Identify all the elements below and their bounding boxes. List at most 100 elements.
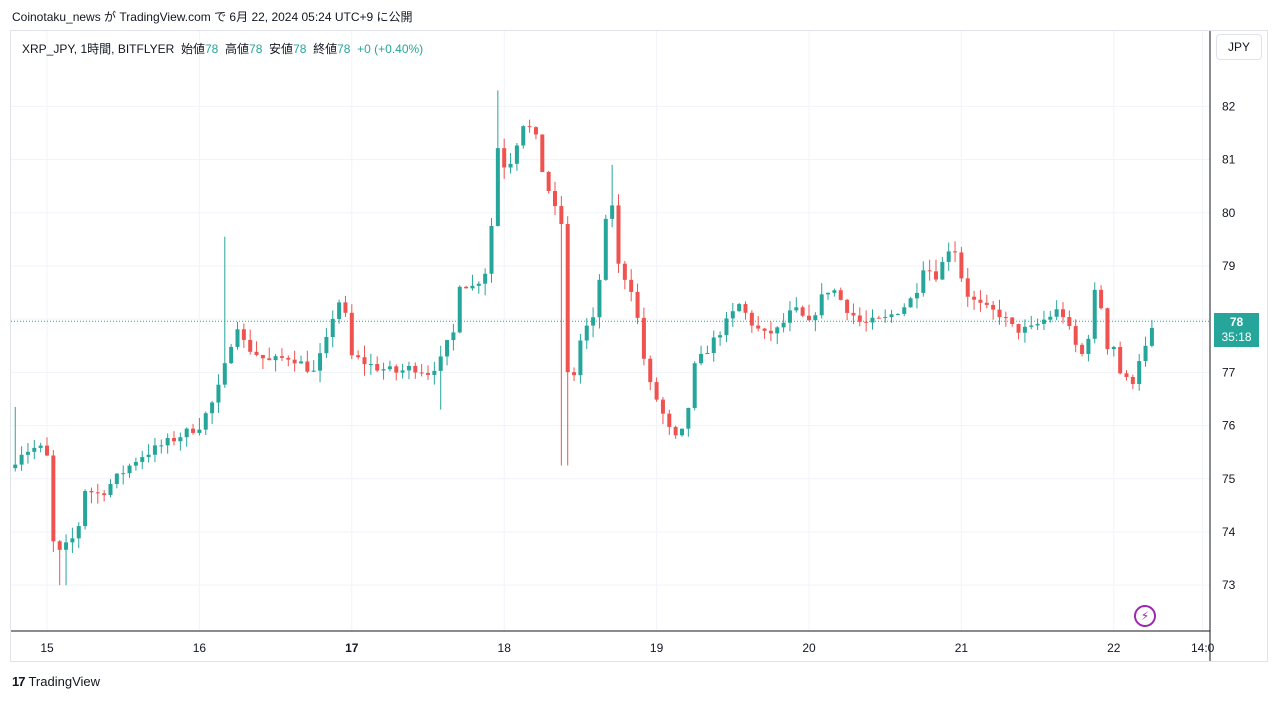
candle-body [184, 428, 189, 438]
candle-body [1003, 317, 1008, 319]
candle-body [121, 473, 126, 475]
legend-high: 78 [249, 42, 263, 56]
candle-body [343, 302, 348, 313]
candle-body [565, 224, 570, 373]
candle-body [972, 296, 977, 300]
candle-body [1111, 346, 1116, 350]
candle-body [19, 454, 24, 465]
candle-body [584, 325, 589, 341]
candle-body [32, 447, 37, 452]
candle-body [622, 263, 627, 280]
candle-body [648, 358, 653, 383]
candle-body [895, 313, 900, 315]
x-tick-label: 14:0 [1191, 641, 1215, 655]
candle-body [286, 357, 291, 360]
candle-body [864, 321, 869, 323]
candle-body [273, 356, 278, 361]
candle-body [946, 251, 951, 262]
candle-body [140, 457, 145, 462]
candle-body [311, 370, 316, 372]
candle-body [940, 261, 945, 280]
candle-body [83, 491, 88, 527]
candle-body [787, 310, 792, 323]
candle-body [159, 445, 164, 447]
candle-body [64, 542, 69, 550]
candle-body [984, 302, 989, 305]
y-tick-label: 76 [1222, 419, 1236, 433]
candle-body [502, 148, 507, 168]
legend-low: 78 [293, 42, 307, 56]
candle-body [1099, 289, 1104, 309]
candle-body [1048, 316, 1053, 320]
candle-body [165, 437, 170, 446]
candle-body [133, 461, 138, 466]
candle-body [533, 127, 538, 135]
candle-body [70, 538, 75, 543]
candle-body [1041, 319, 1046, 324]
candle-body [876, 317, 881, 319]
legend-change: +0 (+0.40%) [357, 42, 424, 56]
candle-body [686, 407, 691, 429]
x-tick-label: 15 [40, 641, 54, 655]
candle-body [991, 304, 996, 310]
candle-body [768, 330, 773, 334]
candle-body [705, 352, 710, 354]
legend-open: 78 [204, 42, 219, 56]
legend-close: 78 [337, 42, 351, 56]
candle-body [235, 329, 240, 347]
candle-body [368, 364, 373, 366]
candle-body [178, 437, 183, 442]
candle-body [89, 491, 94, 493]
candle-body [406, 365, 411, 371]
candle-body [629, 279, 634, 292]
candle-body [108, 484, 113, 495]
candle-body [1149, 327, 1154, 346]
candle-body [413, 365, 418, 373]
candle-body [172, 437, 176, 442]
candle-body [800, 307, 805, 316]
candle-body [807, 315, 811, 321]
candle-body [832, 290, 837, 293]
candle-body [1118, 346, 1123, 374]
candle-body [451, 332, 456, 341]
candle-body [45, 445, 49, 456]
candle-body [279, 356, 284, 358]
candle-body [127, 465, 132, 474]
legend-high-label: 高値 [225, 42, 250, 56]
candle-body [540, 134, 545, 172]
currency-button[interactable]: JPY [1216, 34, 1262, 60]
candle-body [546, 171, 551, 191]
candle-body [1016, 324, 1021, 333]
legend-close-label: 終値 [313, 42, 338, 56]
candle-body [76, 526, 81, 539]
footer-brand: 17 TradingView [12, 674, 100, 689]
candle-body [1061, 309, 1065, 318]
candle-body [318, 353, 323, 371]
candle-body [724, 318, 729, 336]
candle-body [248, 339, 253, 352]
chart-frame [10, 30, 1268, 662]
candle-body [730, 311, 735, 319]
y-tick-label: 74 [1222, 525, 1236, 539]
tradingview-logo-icon: 17 [12, 674, 26, 689]
x-tick-label: 22 [1107, 641, 1121, 655]
candle-body [673, 426, 678, 436]
candle-body [775, 327, 780, 334]
candle-body [889, 314, 894, 318]
candle-body [426, 373, 430, 375]
legend-low-label: 安値 [269, 42, 294, 56]
candle-body [1086, 338, 1091, 354]
legend-symbol: XRP_JPY, 1時間, BITFLYER [22, 42, 175, 56]
candle-body [527, 126, 532, 128]
candle-body [337, 302, 342, 319]
candle-body [438, 356, 443, 371]
candle-body [965, 278, 970, 297]
candle-body [718, 335, 723, 338]
candle-body [997, 309, 1002, 318]
candle-body [711, 337, 716, 353]
candle-body [330, 318, 335, 337]
lightning-icon[interactable]: ⚡ [1134, 605, 1156, 627]
candle-body [616, 205, 621, 264]
candle-body [572, 372, 577, 376]
